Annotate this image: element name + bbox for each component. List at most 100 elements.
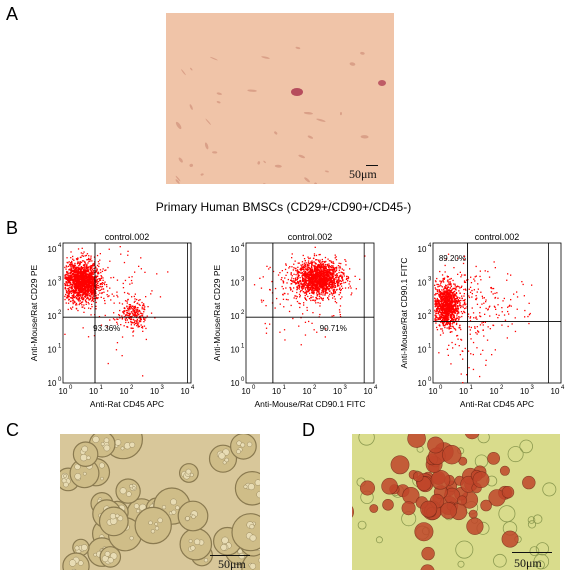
event-dot xyxy=(459,300,461,302)
event-dot xyxy=(460,373,462,375)
event-dot xyxy=(326,263,329,266)
event-dot xyxy=(70,269,72,271)
event-dot xyxy=(315,297,317,299)
event-dot xyxy=(95,277,97,279)
event-dot xyxy=(305,298,307,300)
event-dot xyxy=(78,283,81,285)
event-dot xyxy=(314,277,316,279)
event-dot xyxy=(306,287,308,289)
event-dot xyxy=(104,314,106,317)
event-dot xyxy=(332,277,334,279)
event-dot xyxy=(458,286,460,288)
event-dot xyxy=(320,287,322,289)
plot-ylabel: Anti-Mouse/Rat CD29 PE xyxy=(212,264,222,361)
x-tick-label: 10 xyxy=(120,387,129,396)
event-dot xyxy=(95,275,98,277)
event-dot xyxy=(144,308,146,311)
event-dot xyxy=(86,294,89,297)
event-dot xyxy=(318,266,321,269)
event-dot xyxy=(81,260,84,262)
event-dot xyxy=(332,290,335,292)
event-dot xyxy=(82,290,84,293)
event-dot xyxy=(125,319,127,321)
x-tick-exponent: 1 xyxy=(283,385,287,391)
event-dot xyxy=(322,298,324,300)
event-dot xyxy=(312,261,314,264)
event-dot xyxy=(80,274,82,277)
event-dot xyxy=(99,283,102,285)
event-dot xyxy=(320,279,323,281)
event-dot xyxy=(455,292,458,295)
event-dot xyxy=(300,344,302,346)
event-dot xyxy=(95,279,97,282)
event-dot xyxy=(83,304,85,306)
event-dot xyxy=(446,304,448,306)
event-dot xyxy=(449,313,451,315)
event-dot xyxy=(134,307,137,309)
event-dot xyxy=(313,329,315,331)
event-dot xyxy=(108,248,110,250)
event-dot xyxy=(438,352,440,354)
event-dot xyxy=(467,315,469,318)
event-dot xyxy=(74,292,77,294)
event-dot xyxy=(439,270,441,273)
event-dot xyxy=(470,353,472,355)
event-dot xyxy=(85,289,87,291)
event-dot xyxy=(318,260,320,263)
plot-percentage: 90.71% xyxy=(320,324,347,333)
event-dot xyxy=(326,287,329,290)
event-dot xyxy=(448,306,450,309)
event-dot xyxy=(436,292,439,295)
event-dot xyxy=(121,303,124,305)
event-dot xyxy=(90,265,93,267)
event-dot xyxy=(440,297,442,299)
event-dot xyxy=(322,288,324,290)
event-dot xyxy=(312,282,314,284)
event-dot xyxy=(125,309,127,312)
event-dot xyxy=(308,289,310,291)
event-dot xyxy=(483,297,485,299)
event-dot xyxy=(128,306,130,308)
event-dot xyxy=(92,280,94,283)
event-dot xyxy=(324,292,326,294)
event-dot xyxy=(318,278,320,280)
event-dot xyxy=(476,326,478,328)
event-dot xyxy=(461,312,464,315)
event-dot xyxy=(297,275,300,278)
event-dot xyxy=(328,265,330,268)
event-dot xyxy=(448,290,450,292)
event-dot xyxy=(316,284,318,286)
event-dot xyxy=(446,307,448,309)
event-dot xyxy=(441,305,443,308)
event-dot xyxy=(342,280,344,282)
event-dot xyxy=(445,323,447,325)
event-dot xyxy=(94,282,97,284)
event-dot xyxy=(77,279,79,281)
event-dot xyxy=(475,275,477,277)
event-dot xyxy=(304,291,307,293)
event-dot xyxy=(452,293,454,295)
event-dot xyxy=(320,297,322,300)
event-dot xyxy=(439,325,441,327)
event-dot xyxy=(300,270,302,272)
event-dot xyxy=(306,284,308,287)
event-dot xyxy=(435,281,437,283)
event-dot xyxy=(79,300,81,302)
event-dot xyxy=(115,349,118,351)
event-dot xyxy=(443,312,446,314)
event-dot xyxy=(319,280,321,282)
event-dot xyxy=(79,267,81,269)
event-dot xyxy=(442,303,444,305)
event-dot xyxy=(73,285,76,287)
event-dot xyxy=(324,289,326,291)
event-dot xyxy=(253,284,256,286)
event-dot xyxy=(341,275,343,277)
event-dot xyxy=(456,317,458,319)
event-dot xyxy=(330,286,332,288)
event-dot xyxy=(440,294,442,296)
event-dot xyxy=(90,255,92,257)
event-dot xyxy=(118,302,121,304)
event-dot xyxy=(461,297,463,299)
event-dot xyxy=(462,382,464,384)
event-dot xyxy=(449,290,451,292)
